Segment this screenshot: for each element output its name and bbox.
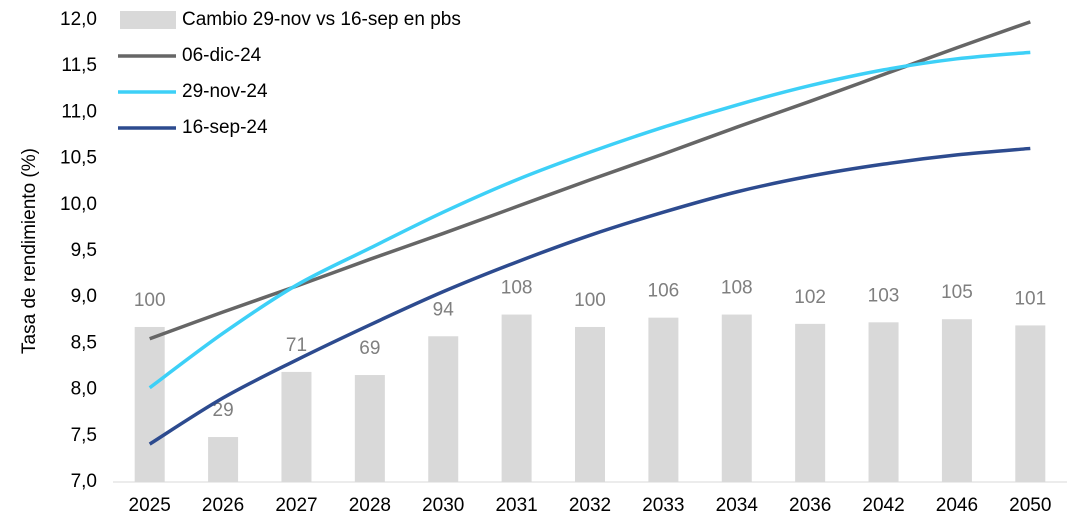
bar xyxy=(795,323,826,482)
y-tick-label: 9,5 xyxy=(71,240,97,261)
y-tick-label: 9,0 xyxy=(71,286,97,307)
value-label: 94 xyxy=(433,299,455,320)
x-tick-label: 2025 xyxy=(129,495,171,516)
legend-label: 29-nov-24 xyxy=(182,81,268,102)
legend-swatch xyxy=(120,11,176,29)
value-label: 108 xyxy=(721,278,753,299)
y-tick-label: 11,0 xyxy=(61,101,97,122)
value-label: 69 xyxy=(359,338,380,359)
y-tick-label: 10,5 xyxy=(60,148,97,169)
x-tick-label: 2031 xyxy=(495,495,537,516)
legend-label: Cambio 29-nov vs 16-sep en pbs xyxy=(182,9,461,30)
x-tick-label: 2032 xyxy=(569,495,611,516)
x-tick-label: 2036 xyxy=(789,495,831,516)
y-tick-label: 8,5 xyxy=(71,332,97,353)
bar xyxy=(354,375,385,482)
legend-label: 06-dic-24 xyxy=(182,45,262,66)
y-tick-label: 11,5 xyxy=(61,55,97,76)
value-label: 105 xyxy=(941,282,973,303)
bar xyxy=(208,437,239,482)
y-tick-label: 12,0 xyxy=(60,9,97,30)
value-label: 106 xyxy=(648,281,680,302)
x-tick-label: 2050 xyxy=(1009,495,1051,516)
bar xyxy=(721,314,752,482)
y-axis-label: Tasa de rendimiento (%) xyxy=(19,148,40,354)
x-tick-label: 2028 xyxy=(349,495,391,516)
bar xyxy=(134,326,165,482)
bar xyxy=(941,319,972,482)
value-label: 103 xyxy=(868,285,900,306)
x-tick-label: 2034 xyxy=(716,495,759,516)
value-label: 71 xyxy=(286,335,307,356)
line xyxy=(148,146,1031,446)
x-tick-label: 2026 xyxy=(202,495,244,516)
bar xyxy=(428,336,459,482)
x-tick-label: 2033 xyxy=(642,495,684,516)
y-tick-label: 8,0 xyxy=(71,379,97,400)
y-tick-label: 10,0 xyxy=(60,194,97,215)
bar xyxy=(868,322,899,482)
x-tick-label: 2042 xyxy=(862,495,904,516)
bar xyxy=(575,326,605,482)
value-label: 100 xyxy=(574,290,606,311)
value-label: 102 xyxy=(794,287,826,308)
bar xyxy=(501,314,532,482)
value-label: 101 xyxy=(1014,288,1046,309)
value-label: 100 xyxy=(134,290,166,311)
bar xyxy=(648,317,679,482)
x-tick-label: 2030 xyxy=(422,495,464,516)
bar xyxy=(281,371,312,482)
value-label: 108 xyxy=(501,278,533,299)
y-tick-label: 7,5 xyxy=(71,425,97,446)
y-tick-label: 7,0 xyxy=(71,471,97,492)
legend-label: 16-sep-24 xyxy=(182,117,268,138)
value-label: 29 xyxy=(213,400,234,421)
x-tick-label: 2027 xyxy=(275,495,317,516)
bar xyxy=(1015,325,1046,482)
x-tick-label: 2046 xyxy=(936,495,978,516)
line xyxy=(148,50,1031,390)
